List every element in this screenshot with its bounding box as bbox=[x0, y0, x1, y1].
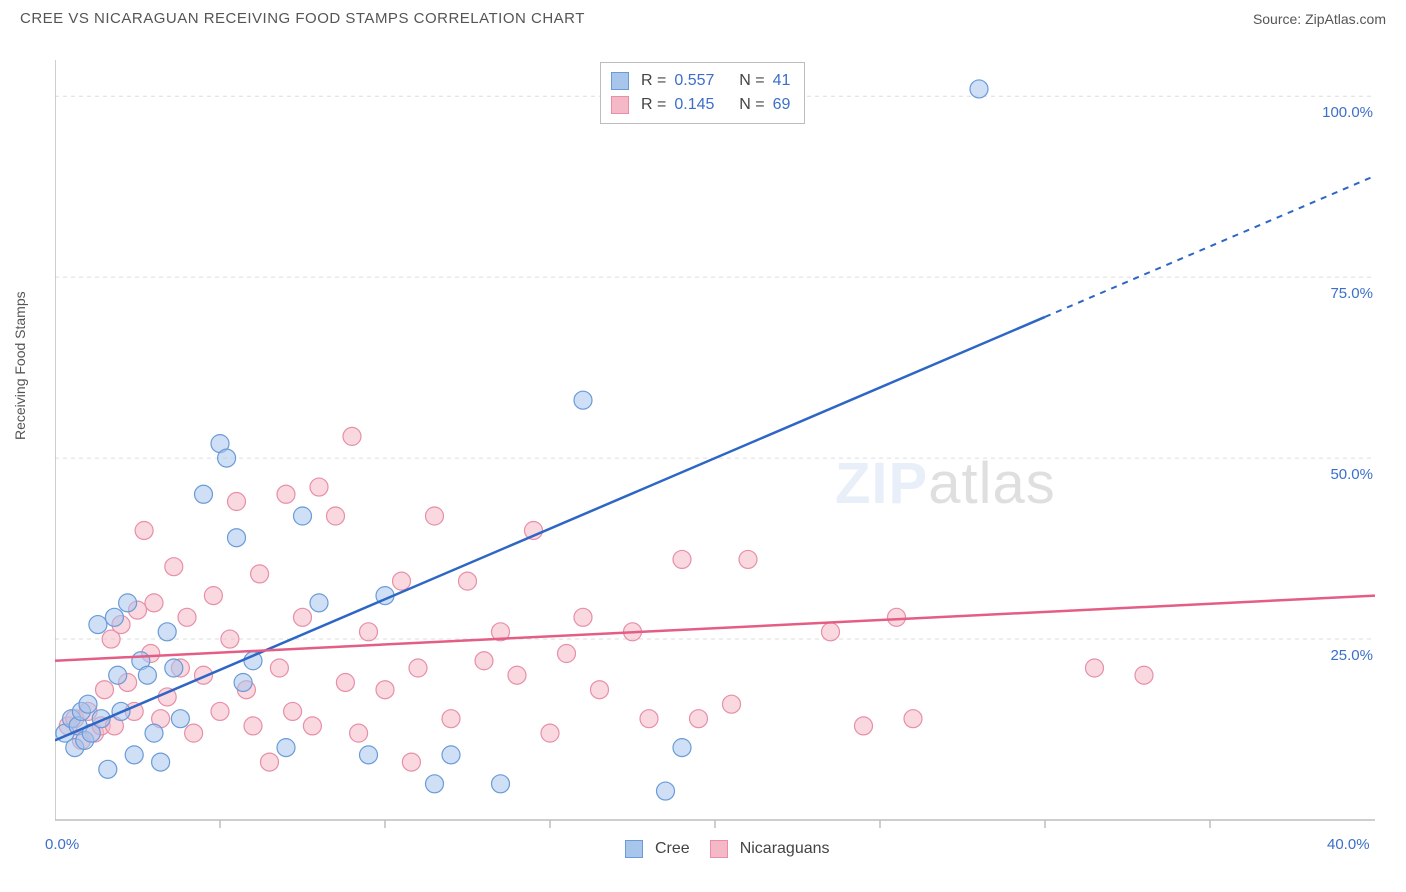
y-tick-label: 25.0% bbox=[1313, 647, 1373, 664]
series-legend: Cree Nicaraguans bbox=[625, 840, 830, 858]
header: CREE VS NICARAGUAN RECEIVING FOOD STAMPS… bbox=[0, 0, 1406, 33]
source-attribution: Source: ZipAtlas.com bbox=[1253, 11, 1386, 27]
correlation-stats-box: R = 0.557 N = 41R = 0.145 N = 69 bbox=[600, 62, 805, 124]
x-axis-min-label: 0.0% bbox=[45, 836, 79, 853]
stat-r-value: 0.145 bbox=[674, 93, 714, 117]
source-prefix: Source: bbox=[1253, 11, 1305, 27]
stat-r-label: R = bbox=[641, 93, 666, 117]
legend-label: Nicaraguans bbox=[740, 840, 830, 858]
stat-n-label: N = bbox=[739, 69, 764, 93]
stat-r-value: 0.557 bbox=[674, 69, 714, 93]
x-axis-max-label: 40.0% bbox=[1327, 836, 1370, 853]
stats-row: R = 0.557 N = 41 bbox=[611, 69, 790, 93]
y-tick-label: 50.0% bbox=[1313, 466, 1373, 483]
chart-area: ZIPatlas R = 0.557 N = 41R = 0.145 N = 6… bbox=[55, 50, 1385, 840]
stats-row: R = 0.145 N = 69 bbox=[611, 93, 790, 117]
legend-swatch bbox=[710, 840, 728, 858]
legend-swatch bbox=[611, 96, 629, 114]
scatter-chart-svg bbox=[55, 50, 1385, 850]
stat-n-value: 69 bbox=[773, 93, 791, 117]
chart-title: CREE VS NICARAGUAN RECEIVING FOOD STAMPS… bbox=[20, 10, 585, 27]
y-tick-label: 75.0% bbox=[1313, 285, 1373, 302]
legend-item: Cree bbox=[625, 840, 690, 858]
stat-n-value: 41 bbox=[773, 69, 791, 93]
legend-swatch bbox=[611, 72, 629, 90]
stat-r-label: R = bbox=[641, 69, 666, 93]
y-tick-label: 100.0% bbox=[1313, 104, 1373, 121]
stat-n-label: N = bbox=[739, 93, 764, 117]
legend-item: Nicaraguans bbox=[710, 840, 830, 858]
y-axis-label: Receiving Food Stamps bbox=[12, 291, 28, 440]
legend-label: Cree bbox=[655, 840, 690, 858]
legend-swatch bbox=[625, 840, 643, 858]
source-link[interactable]: ZipAtlas.com bbox=[1305, 11, 1386, 27]
